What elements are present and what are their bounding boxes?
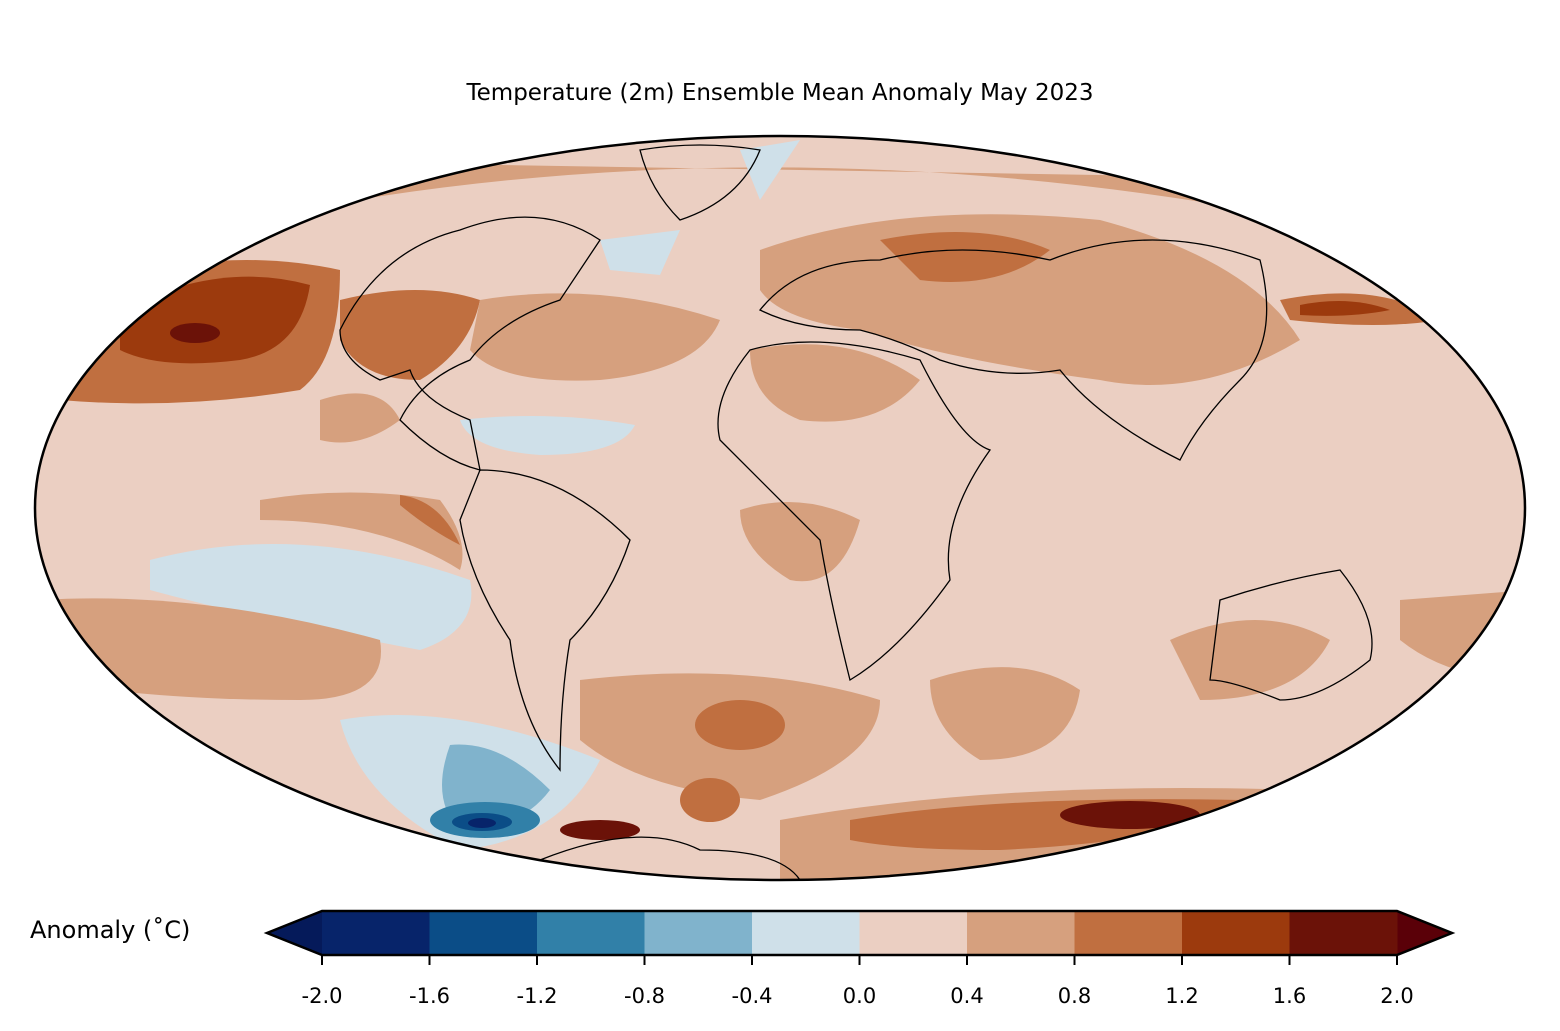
colorbar-segment <box>752 911 860 955</box>
colorbar-tick-label: 1.6 <box>1272 984 1307 1008</box>
colorbar-segment <box>1289 911 1398 955</box>
globe-outline <box>33 134 1527 882</box>
colorbar-tick-label: -0.4 <box>731 984 773 1008</box>
colorbar-tick-label: 1.2 <box>1165 984 1199 1008</box>
colorbar-tick-label: 2.0 <box>1380 984 1414 1008</box>
colorbar-tick-label: 0.0 <box>842 984 877 1008</box>
chart-title: Temperature (2m) Ensemble Mean Anomaly M… <box>466 80 1094 106</box>
coastlines <box>339 144 1373 880</box>
colorbar-segment <box>859 911 968 955</box>
colorbar-tick-label: -2.0 <box>301 984 343 1008</box>
colorbar-segment <box>1074 911 1183 955</box>
colorbar-over-triangle <box>1397 911 1452 955</box>
colorbar-tick-label: 0.8 <box>1057 984 1092 1008</box>
colorbar-segment <box>537 911 645 955</box>
colorbar-segment <box>322 911 430 955</box>
colorbar-label: Anomaly (˚C) <box>30 916 191 944</box>
colorbar-segment <box>429 911 538 955</box>
colorbar-under-triangle <box>267 911 322 955</box>
colorbar <box>263 909 1456 965</box>
colorbar-tick-label: -1.6 <box>409 984 450 1008</box>
colorbar-segment <box>1182 911 1290 955</box>
colorbar-segment <box>967 911 1075 955</box>
colorbar-tick-label: -1.2 <box>516 984 558 1008</box>
colorbar-tick-label: -0.8 <box>624 984 665 1008</box>
colorbar-tick-label: 0.4 <box>950 984 984 1008</box>
anomaly-field <box>35 136 1525 880</box>
colorbar-segment <box>644 911 753 955</box>
